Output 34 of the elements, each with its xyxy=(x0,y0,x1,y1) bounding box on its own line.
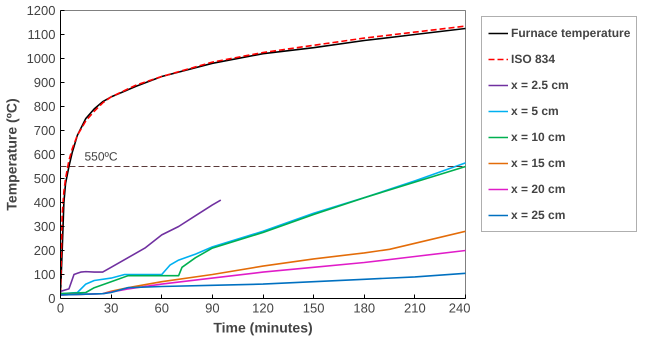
y-tick-label: 100 xyxy=(34,267,56,282)
legend-label: x = 5 cm xyxy=(511,104,559,118)
legend-label: x = 25 cm xyxy=(511,208,566,222)
legend-label: x = 15 cm xyxy=(511,156,566,170)
y-tick-label: 1000 xyxy=(26,51,56,66)
y-tick-label: 1100 xyxy=(28,27,56,42)
y-tick-label: 900 xyxy=(34,75,56,90)
y-tick-label: 200 xyxy=(34,243,56,258)
y-axis-title: Temperature (ºC) xyxy=(4,98,20,211)
y-tick-label: 600 xyxy=(34,147,56,162)
x-tick-label: 120 xyxy=(252,300,274,316)
y-tick-label: 500 xyxy=(34,171,56,186)
legend-label: Furnace temperature xyxy=(511,26,630,40)
x-tick-label: 60 xyxy=(154,300,169,316)
y-tick-label: 400 xyxy=(34,195,56,210)
legend-label: x = 10 cm xyxy=(511,130,566,144)
legend-label: x = 2.5 cm xyxy=(511,78,569,92)
y-tick-label: 700 xyxy=(34,123,56,138)
x-tick-label: 150 xyxy=(302,300,324,316)
ref-line-label: 550ºC xyxy=(84,150,118,164)
y-tick-label: 0 xyxy=(48,291,56,306)
line-series xyxy=(60,199,222,292)
x-tick-label: 180 xyxy=(353,300,376,316)
x-axis-title: Time (minutes) xyxy=(213,320,313,336)
y-tick-label: 300 xyxy=(34,219,56,234)
y-tick-label: 1200 xyxy=(26,3,56,18)
legend-label: ISO 834 xyxy=(511,52,556,66)
x-tick-label: 30 xyxy=(104,300,118,316)
line-series xyxy=(60,272,466,296)
x-tick-label: 210 xyxy=(404,300,426,316)
y-tick-label: 800 xyxy=(34,99,56,114)
x-tick-label: 90 xyxy=(205,300,220,316)
x-tick-label: 240 xyxy=(448,300,471,316)
legend-label: x = 20 cm xyxy=(511,182,566,196)
